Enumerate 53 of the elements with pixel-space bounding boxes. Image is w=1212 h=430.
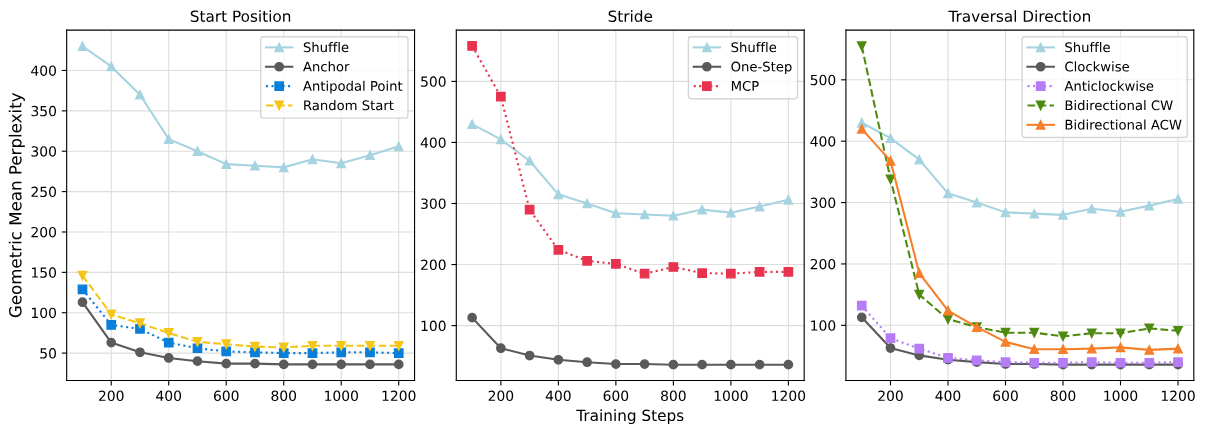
legend-label: Shuffle — [1065, 41, 1110, 53]
legend-label: Anchor — [303, 61, 350, 72]
x-tick-label: 1000 — [714, 390, 748, 402]
y-tick-label: 500 — [810, 74, 836, 86]
legend-label: Shuffle — [303, 41, 349, 53]
x-tick-label: 1000 — [325, 390, 358, 402]
x-tick-label: 600 — [603, 390, 629, 402]
x-tick-label: 200 — [488, 390, 514, 402]
y-tick-label: 250 — [31, 186, 57, 198]
x-tick-label: 1200 — [1161, 390, 1195, 402]
x-tick-label: 800 — [271, 390, 297, 402]
legend-label: Clockwise — [1065, 61, 1130, 72]
y-tick-label: 100 — [421, 320, 446, 332]
x-tick-label: 400 — [156, 390, 182, 402]
y-tick-label: 300 — [31, 146, 57, 157]
legend-label: Bidirectional CW — [1065, 100, 1173, 111]
chart-title: Start Position — [190, 10, 291, 22]
x-tick-label: 800 — [1050, 390, 1076, 402]
chart-title: Traversal Direction — [948, 10, 1091, 22]
x-axis-title: Training Steps — [576, 409, 684, 425]
y-tick-label: 200 — [421, 259, 446, 271]
chart-title: Stride — [608, 10, 653, 22]
x-tick-label: 800 — [661, 390, 686, 402]
x-tick-label: 200 — [878, 390, 903, 402]
legend-label: Anticlockwise — [1064, 80, 1154, 91]
y-tick-label: 100 — [811, 320, 836, 331]
y-tick-label: 500 — [421, 76, 446, 87]
legend-label: One-Step — [731, 61, 792, 75]
y-tick-label: 200 — [31, 226, 57, 238]
y-tick-label: 300 — [421, 198, 446, 209]
x-tick-label: 1200 — [772, 390, 806, 402]
y-axis-title: Geometric Mean Perplexity — [8, 92, 25, 318]
x-tick-label: 1200 — [382, 390, 416, 402]
y-tick-label: 200 — [810, 258, 836, 270]
y-tick-label: 350 — [31, 105, 57, 117]
y-tick-label: 400 — [420, 137, 446, 148]
y-tick-label: 400 — [810, 136, 836, 147]
legend-label: Shuffle — [731, 41, 777, 53]
legend-label: Antipodal Point — [303, 80, 403, 94]
legend-label: MCP — [731, 80, 759, 91]
y-tick-label: 150 — [31, 267, 57, 278]
y-tick-label: 100 — [31, 307, 57, 319]
y-tick-label: 300 — [810, 197, 836, 209]
x-tick-label: 200 — [98, 390, 124, 402]
x-tick-label: 400 — [545, 390, 571, 402]
y-tick-label: 400 — [31, 65, 57, 76]
x-tick-label: 600 — [993, 390, 1018, 402]
legend-label: Bidirectional ACW — [1065, 119, 1182, 130]
y-tick-label: 50 — [40, 348, 57, 359]
x-tick-label: 1000 — [1104, 390, 1138, 402]
x-tick-label: 400 — [935, 390, 961, 402]
legend-label: Random Start — [304, 100, 394, 111]
x-tick-label: 600 — [213, 390, 239, 402]
